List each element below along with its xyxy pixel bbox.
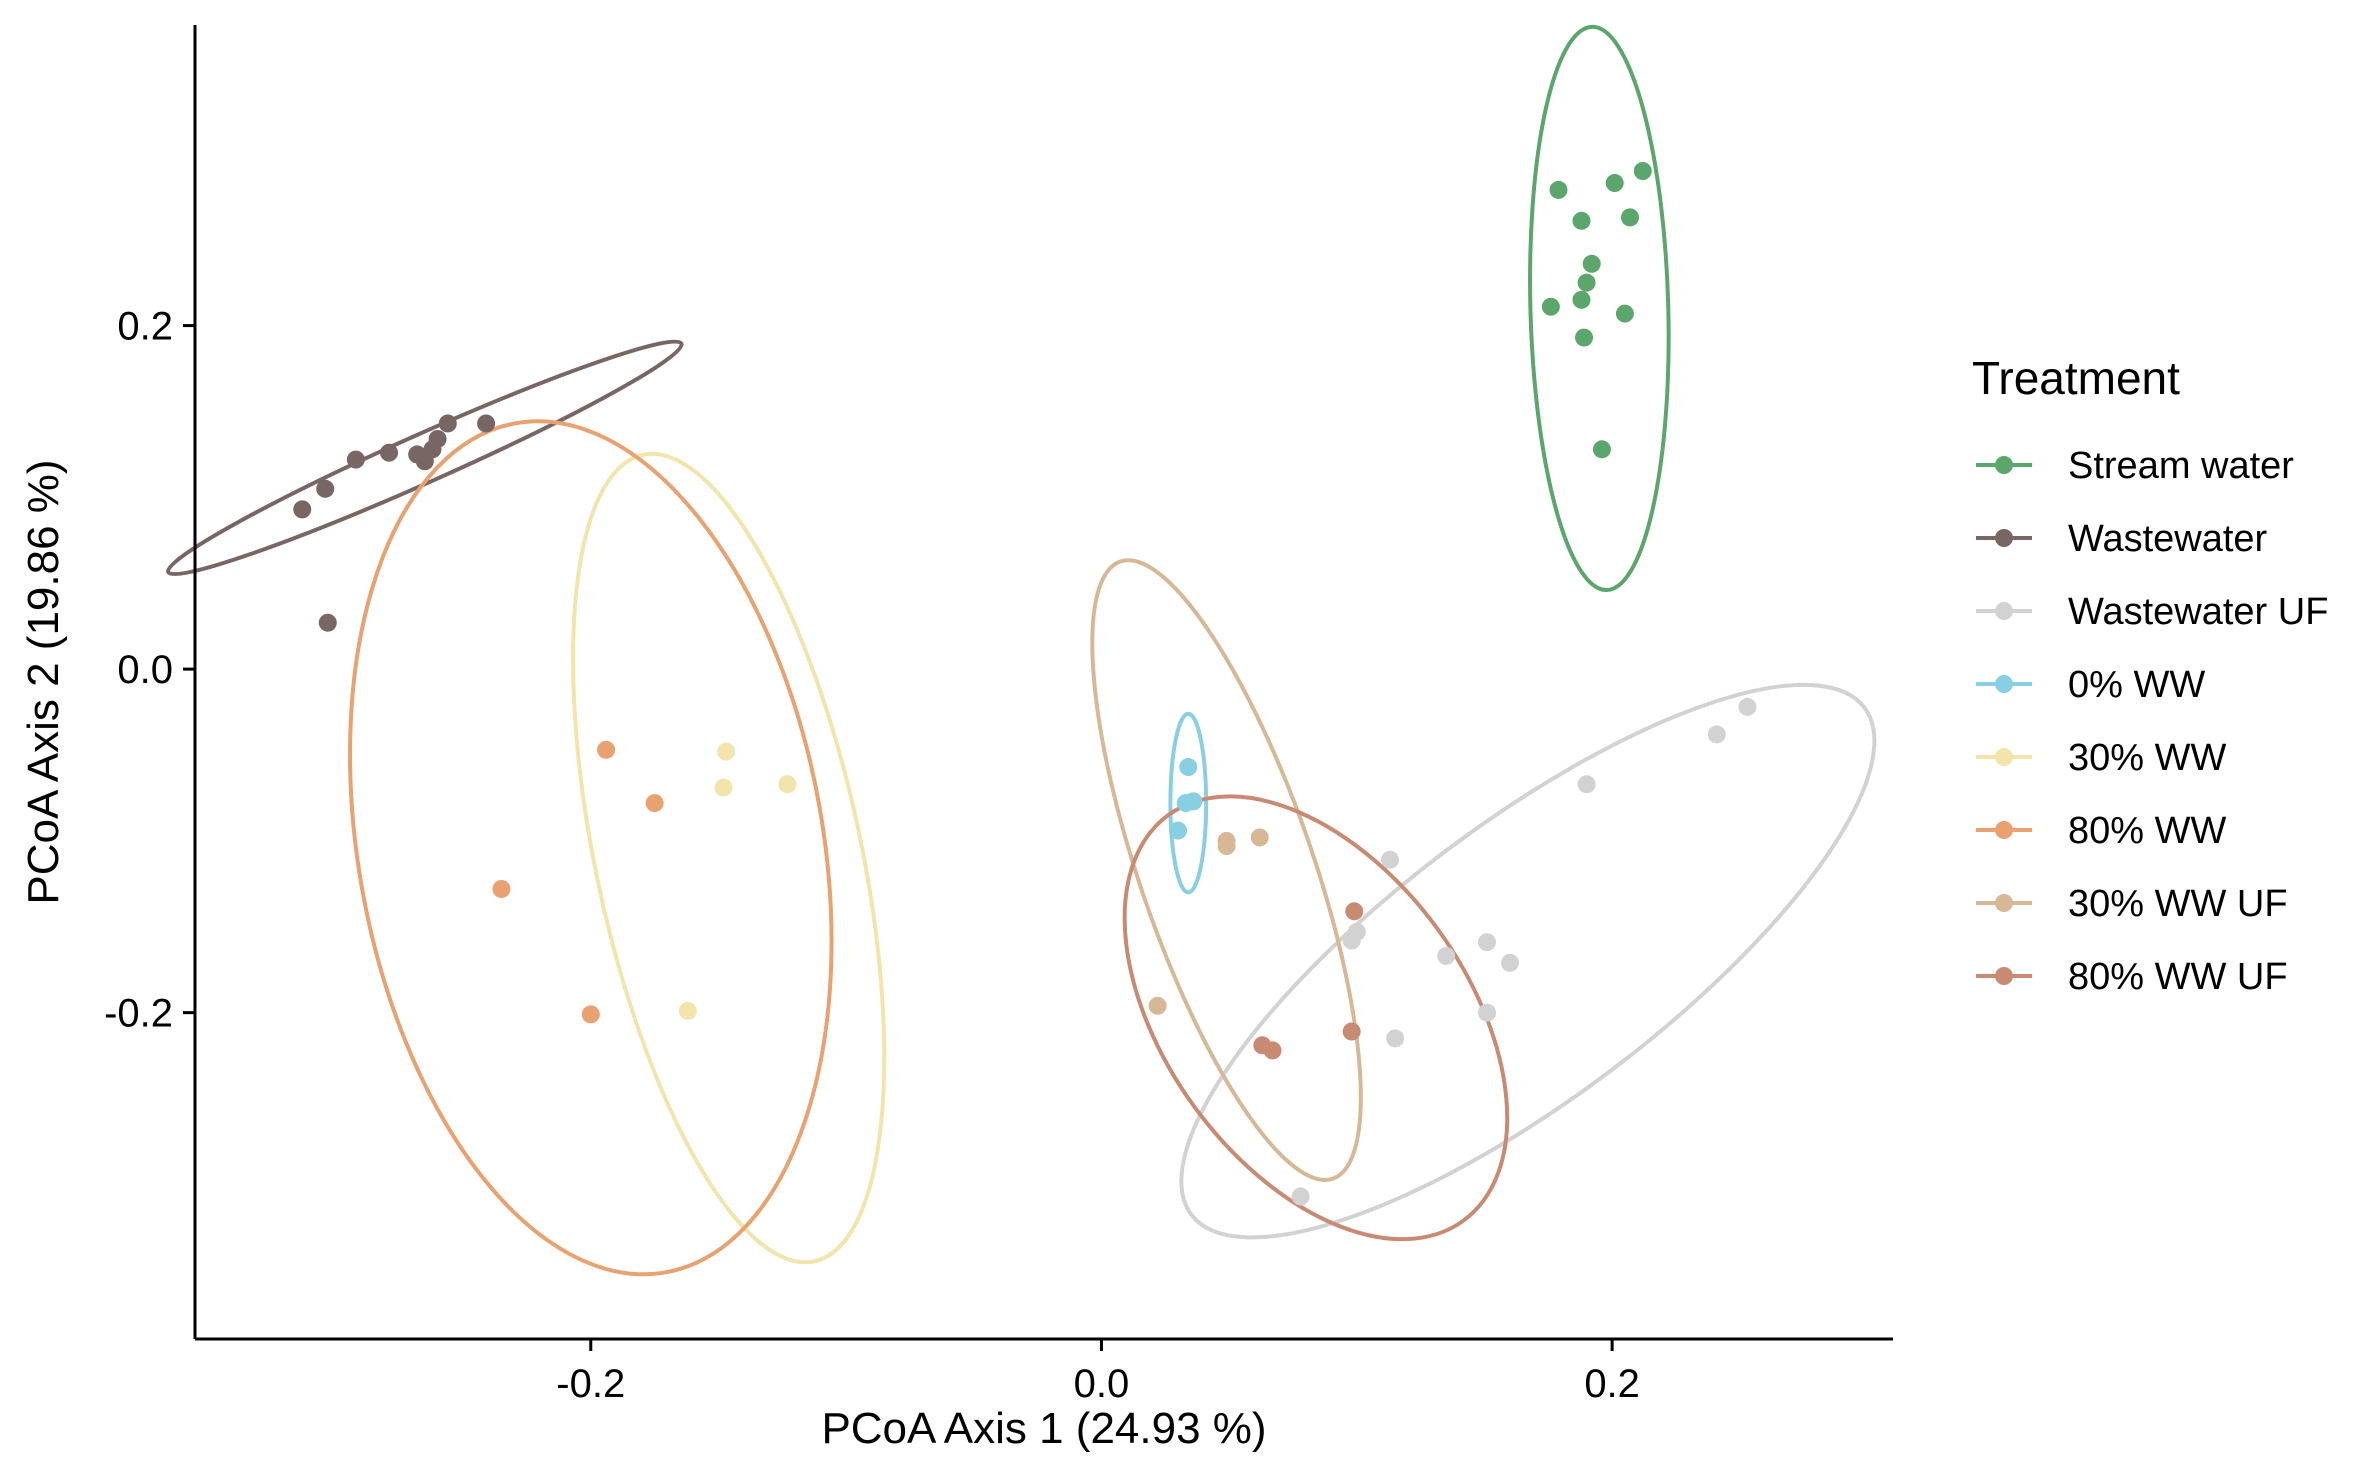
y-axis-title: PCoA Axis 2 (19.86 %) — [19, 459, 68, 904]
point-0pct-ww — [1184, 792, 1203, 811]
point-stream-water — [1605, 174, 1624, 193]
point-wastewater — [316, 479, 335, 498]
legend-key-dot — [1995, 894, 2013, 912]
legend-key-dot — [1995, 748, 2013, 766]
point-wastewater-uf — [1386, 1029, 1405, 1048]
ellipse-0pct-ww — [1168, 711, 1209, 895]
legend-label: 30% WW — [2068, 737, 2226, 779]
point-wastewater-uf — [1500, 953, 1519, 972]
point-wastewater-uf — [1707, 725, 1726, 744]
point-wastewater — [318, 613, 337, 632]
point-wastewater — [477, 414, 496, 433]
point-wastewater-uf — [1478, 1003, 1497, 1022]
legend-title: Treatment — [1972, 352, 2180, 404]
legend-item-0pct-ww: 0% WW — [1976, 664, 2205, 706]
legend-key-dot — [1995, 821, 2013, 839]
point-30pct-ww — [714, 778, 733, 797]
point-stream-water — [1582, 254, 1601, 273]
y-tick-label: -0.2 — [104, 992, 173, 1036]
point-80pct-ww-uf — [1342, 1022, 1361, 1041]
point-0pct-ww — [1169, 821, 1188, 840]
point-wastewater-uf — [1577, 775, 1596, 794]
ellipse-80pct-ww — [348, 419, 834, 1277]
point-wastewater — [438, 414, 457, 433]
point-stream-water — [1633, 162, 1652, 180]
legend-label: Wastewater — [2068, 518, 2268, 560]
legend-label: 80% WW — [2068, 810, 2226, 852]
ellipse-stream-water — [1528, 24, 1671, 593]
point-80pct-ww — [581, 1005, 600, 1024]
point-30pct-ww-uf — [1148, 996, 1167, 1015]
point-stream-water — [1572, 211, 1591, 230]
point-stream-water — [1575, 328, 1594, 347]
legend-label: 0% WW — [2068, 664, 2205, 706]
ellipse-80pct-ww-uf — [1122, 794, 1510, 1242]
point-30pct-ww — [717, 742, 736, 761]
tick-layer: -0.2 0.0 0.2 -0.2 0.0 0.2 — [104, 305, 1640, 1406]
legend-key-dot — [1995, 529, 2013, 547]
point-80pct-ww — [597, 740, 616, 759]
point-30pct-ww — [778, 775, 797, 794]
legend-item-30pct-ww-uf: 30% WW UF — [1976, 883, 2288, 925]
point-wastewater-uf — [1380, 850, 1399, 869]
x-axis-title: PCoA Axis 1 (24.93 %) — [821, 1404, 1266, 1453]
point-80pct-ww-uf — [1263, 1041, 1282, 1060]
y-tick-label: 0.2 — [117, 305, 173, 349]
point-30pct-ww — [678, 1001, 697, 1020]
x-tick-label: 0.0 — [1074, 1362, 1130, 1406]
point-wastewater-uf — [1291, 1187, 1310, 1206]
point-stream-water — [1615, 304, 1634, 323]
axis-layer — [193, 25, 1893, 1341]
ellipse-30pct-ww-uf — [1090, 558, 1363, 1182]
legend-key-dot — [1995, 456, 2013, 474]
legend-item-stream-water: Stream water — [1976, 445, 2294, 487]
legend-label: 30% WW UF — [2068, 883, 2288, 925]
point-stream-water — [1572, 290, 1591, 309]
point-80pct-ww — [645, 794, 664, 813]
point-80pct-ww-uf — [1345, 902, 1364, 921]
point-wastewater — [380, 443, 399, 462]
x-tick-label: -0.2 — [556, 1362, 625, 1406]
point-stream-water — [1577, 273, 1596, 292]
point-wastewater-uf — [1738, 697, 1757, 716]
point-30pct-ww-uf — [1250, 828, 1269, 847]
y-tick-label: 0.0 — [117, 648, 173, 692]
legend-label: 80% WW UF — [2068, 956, 2288, 998]
ellipse-layer — [166, 24, 1877, 1277]
ellipse-wastewater — [166, 339, 684, 577]
point-wastewater — [428, 429, 447, 448]
point-wastewater — [293, 500, 312, 519]
point-80pct-ww — [492, 879, 511, 898]
legend-label: Wastewater UF — [2068, 591, 2328, 633]
legend-item-wastewater: Wastewater — [1976, 518, 2268, 560]
point-wastewater-uf — [1478, 933, 1497, 952]
legend-key-dot — [1995, 967, 2013, 985]
point-stream-water — [1549, 180, 1568, 199]
legend-item-80pct-ww-uf: 80% WW UF — [1976, 956, 2288, 998]
point-0pct-ww — [1179, 758, 1198, 777]
ellipse-wastewater-uf — [1179, 682, 1877, 1240]
point-30pct-ww-uf — [1217, 837, 1236, 856]
x-tick-label: 0.2 — [1584, 1362, 1640, 1406]
legend-label: Stream water — [2068, 445, 2294, 487]
point-wastewater-uf — [1437, 946, 1456, 965]
point-wastewater-uf — [1342, 931, 1361, 950]
legend-item-wastewater-uf: Wastewater UF — [1976, 591, 2328, 633]
legend-item-80pct-ww: 80% WW — [1976, 810, 2226, 852]
point-stream-water — [1541, 297, 1560, 316]
legend: Treatment Stream water Wastewater Wastewat… — [1972, 352, 2328, 998]
legend-key-dot — [1995, 602, 2013, 620]
legend-item-30pct-ww: 30% WW — [1976, 737, 2226, 779]
ellipse-30pct-ww — [571, 451, 887, 1265]
legend-items: Stream water Wastewater Wastewater UF 0% WW… — [1976, 445, 2328, 998]
point-wastewater — [346, 450, 365, 469]
point-stream-water — [1621, 208, 1640, 227]
point-layer — [293, 162, 1757, 1206]
legend-key-dot — [1995, 675, 2013, 693]
point-stream-water — [1592, 440, 1611, 459]
